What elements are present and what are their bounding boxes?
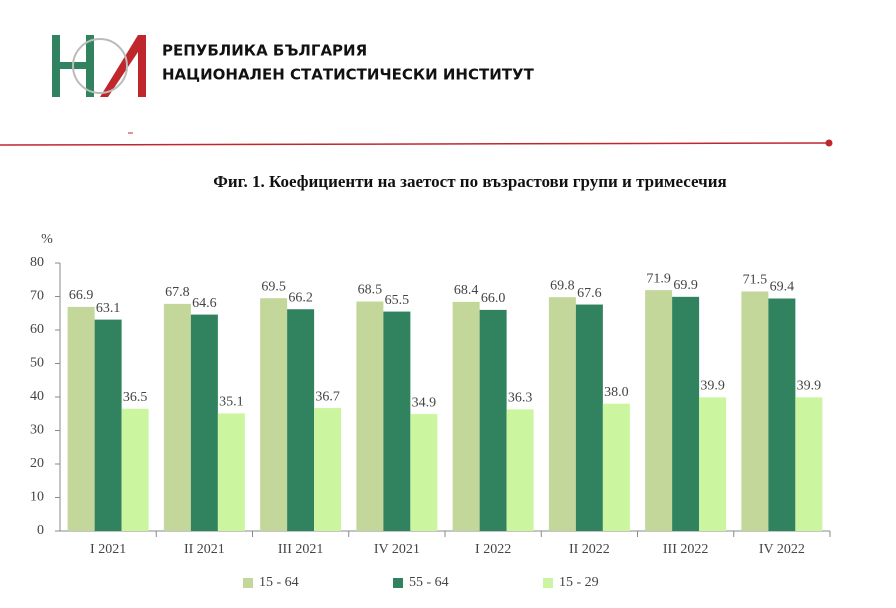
data-label: 66.2 <box>288 290 313 305</box>
data-label: 71.9 <box>646 271 671 286</box>
data-label: 69.9 <box>673 278 698 293</box>
data-label: 69.5 <box>261 279 286 294</box>
legend-swatch <box>393 578 403 588</box>
data-label: 64.6 <box>192 296 217 311</box>
x-tick-label: I 2021 <box>90 542 126 557</box>
bar <box>768 298 796 531</box>
legend-swatch <box>543 578 553 588</box>
data-label: 39.9 <box>700 379 725 394</box>
bar <box>795 397 823 531</box>
x-tick-label: II 2021 <box>184 542 225 557</box>
data-label: 66.0 <box>481 291 506 306</box>
bar <box>479 309 507 531</box>
y-axis-label: % <box>41 232 53 247</box>
bar <box>506 409 534 531</box>
bar <box>575 304 603 531</box>
x-tick-label: IV 2021 <box>374 542 420 557</box>
header-rule <box>0 142 829 146</box>
data-label: 68.4 <box>454 283 479 298</box>
bar <box>548 297 576 531</box>
y-tick-label: 80 <box>30 255 44 270</box>
data-label: 35.1 <box>219 395 244 410</box>
bar <box>121 408 149 531</box>
x-tick-label: II 2022 <box>569 542 610 557</box>
x-tick-label: I 2022 <box>475 542 511 557</box>
bar <box>260 298 288 531</box>
bar <box>314 408 342 531</box>
data-label: 36.7 <box>315 389 340 404</box>
data-label: 38.0 <box>604 385 629 400</box>
y-tick-label: 30 <box>30 423 44 438</box>
y-tick-label: 40 <box>30 389 44 404</box>
y-tick-label: 20 <box>30 456 44 471</box>
bar <box>383 311 411 531</box>
x-tick-label: IV 2022 <box>759 542 805 557</box>
bar <box>190 314 218 531</box>
header-line: РЕПУБЛИКА БЪЛГАРИЯ <box>162 42 367 60</box>
data-label: 71.5 <box>743 273 768 288</box>
bar <box>356 301 384 531</box>
x-tick-label: III 2022 <box>663 542 709 557</box>
legend-label: 15 - 64 <box>259 575 299 590</box>
data-label: 67.6 <box>577 286 602 301</box>
bar <box>699 397 727 531</box>
y-tick-label: 10 <box>30 490 44 505</box>
data-label: 34.9 <box>412 395 437 410</box>
data-label: 63.1 <box>96 301 121 316</box>
bar <box>741 291 769 531</box>
x-tick-label: III 2021 <box>278 542 324 557</box>
data-label: 39.9 <box>797 379 822 394</box>
data-label: 66.9 <box>69 288 94 303</box>
logo <box>52 35 146 97</box>
bar <box>217 413 245 531</box>
bar <box>94 319 122 531</box>
legend-swatch <box>243 578 253 588</box>
data-label: 69.8 <box>550 278 575 293</box>
data-label: 36.3 <box>508 391 533 406</box>
y-tick-label: 50 <box>30 356 44 371</box>
rule-dot <box>825 139 833 147</box>
bar <box>602 403 630 531</box>
bar <box>410 414 438 531</box>
bar <box>645 290 673 531</box>
y-tick-label: 70 <box>30 289 44 304</box>
data-label: 69.4 <box>770 280 795 295</box>
legend-label: 15 - 29 <box>559 575 599 590</box>
data-label: 65.5 <box>385 293 410 308</box>
bar <box>163 303 191 531</box>
data-label: 67.8 <box>165 285 190 300</box>
header-line: НАЦИОНАЛЕН СТАТИСТИЧЕСКИ ИНСТИТУТ <box>162 66 535 84</box>
y-tick-label: 0 <box>37 523 44 538</box>
bar <box>287 309 315 531</box>
bar <box>672 296 700 531</box>
legend-label: 55 - 64 <box>409 575 449 590</box>
data-label: 36.5 <box>123 390 148 405</box>
chart-title: Фиг. 1. Коефициенти на заетост по възрас… <box>213 172 726 191</box>
y-tick-label: 60 <box>30 322 44 337</box>
data-label: 68.5 <box>358 283 383 298</box>
bar <box>452 301 480 531</box>
bar <box>67 306 95 531</box>
